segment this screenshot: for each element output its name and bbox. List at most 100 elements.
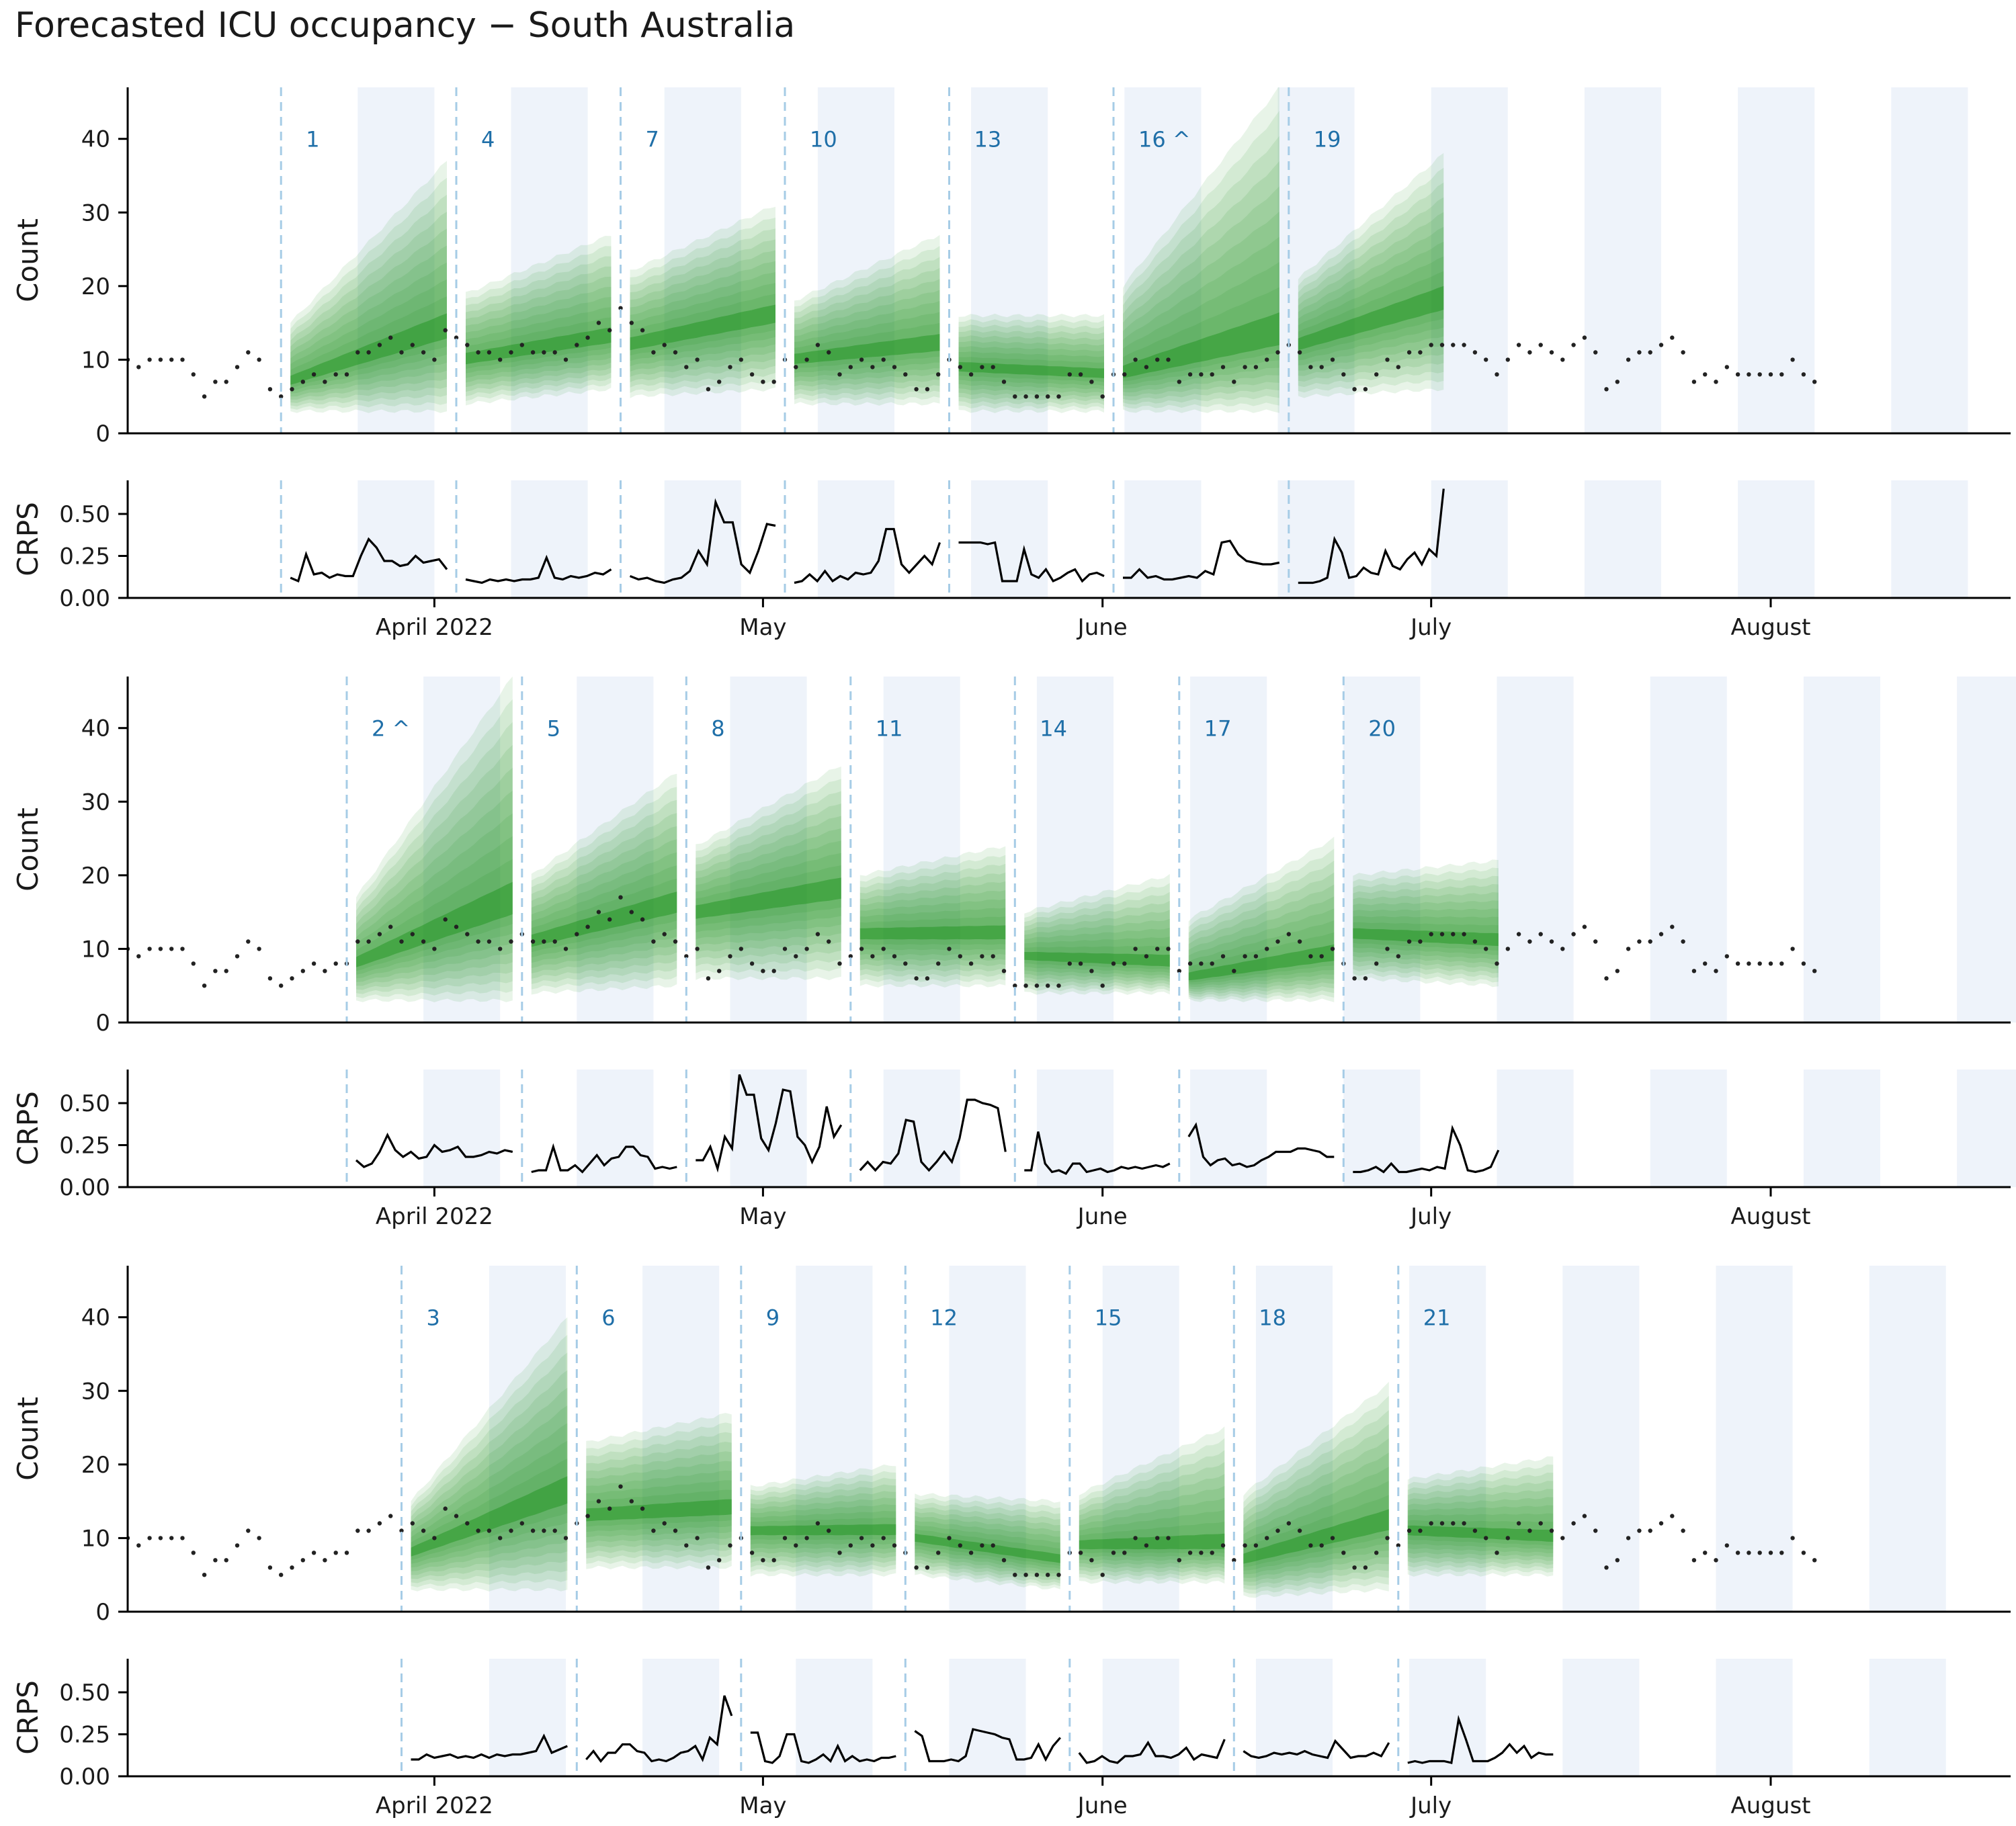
observed-point bbox=[771, 1558, 776, 1563]
observed-point bbox=[180, 357, 185, 362]
crps-line bbox=[750, 1731, 896, 1764]
week-shade bbox=[1277, 480, 1355, 598]
crps-line bbox=[629, 498, 776, 584]
observed-point bbox=[1133, 947, 1138, 951]
forecast-band bbox=[750, 1497, 896, 1554]
forecast-band bbox=[1298, 226, 1444, 371]
observed-point bbox=[1714, 380, 1718, 384]
forecast-band bbox=[531, 865, 677, 958]
forecast-band bbox=[466, 307, 612, 374]
observed-point bbox=[1232, 380, 1236, 384]
observed-point bbox=[1505, 357, 1510, 362]
observed-point bbox=[1275, 350, 1280, 355]
forecast-band bbox=[586, 1422, 732, 1564]
observed-point bbox=[1352, 1565, 1357, 1570]
forecast-band bbox=[290, 245, 447, 397]
forecast-band bbox=[411, 1387, 568, 1575]
observed-point bbox=[585, 335, 590, 340]
observed-point bbox=[815, 932, 821, 937]
observed-point bbox=[476, 939, 480, 944]
observed-point bbox=[377, 932, 382, 937]
crps-line bbox=[914, 1728, 1062, 1763]
observed-point bbox=[1691, 380, 1697, 384]
observed-point bbox=[1429, 1521, 1433, 1526]
forecast-band bbox=[411, 1459, 568, 1561]
forecast-band bbox=[411, 1440, 568, 1564]
observed-point bbox=[1396, 365, 1400, 369]
observed-point bbox=[1670, 335, 1675, 340]
forecast-band bbox=[466, 297, 612, 378]
observed-point bbox=[1670, 924, 1675, 929]
crps-line bbox=[531, 1143, 677, 1174]
observed-point bbox=[629, 1499, 634, 1504]
forecast-band bbox=[290, 177, 447, 410]
forecast-band bbox=[1024, 918, 1170, 980]
observed-point bbox=[673, 350, 678, 355]
observed-point bbox=[1155, 1536, 1160, 1540]
observed-point bbox=[355, 939, 360, 944]
observed-point bbox=[848, 954, 853, 959]
forecast-band bbox=[915, 1502, 1060, 1583]
observed-point bbox=[147, 357, 152, 362]
observed-point bbox=[695, 357, 700, 362]
observed-point bbox=[246, 939, 251, 944]
observed-point bbox=[684, 954, 689, 959]
observed-point bbox=[925, 1565, 930, 1570]
observed-point bbox=[1341, 1551, 1346, 1555]
observed-point bbox=[1100, 1573, 1105, 1577]
forecast-band bbox=[356, 699, 513, 998]
observed-point bbox=[1352, 976, 1357, 981]
observed-point bbox=[1034, 1573, 1040, 1577]
observed-point bbox=[465, 343, 470, 347]
forecast-band bbox=[290, 228, 447, 400]
observed-point bbox=[684, 1543, 689, 1548]
forecast-band bbox=[290, 212, 447, 403]
observed-point bbox=[1013, 394, 1017, 399]
chart-title: Forecasted ICU occupancy − South Austral… bbox=[15, 5, 796, 46]
observed-point bbox=[1406, 1528, 1412, 1533]
observed-point bbox=[1133, 1536, 1138, 1540]
observed-point bbox=[158, 947, 163, 951]
forecast-band bbox=[630, 283, 775, 361]
observed-point bbox=[827, 1528, 831, 1533]
forecast-band bbox=[794, 267, 940, 392]
observed-point bbox=[465, 932, 470, 937]
forecast-band bbox=[1298, 286, 1444, 351]
observed-point bbox=[739, 947, 744, 951]
forecast-label: 13 bbox=[974, 127, 1002, 153]
forecast-band bbox=[750, 1484, 896, 1563]
observed-point bbox=[191, 961, 196, 966]
observed-point bbox=[1210, 1551, 1214, 1555]
forecast-band bbox=[586, 1442, 732, 1553]
observed-point bbox=[1768, 1551, 1773, 1555]
week-shade bbox=[664, 480, 741, 598]
observed-point bbox=[1187, 372, 1193, 377]
observed-point bbox=[1516, 932, 1521, 937]
week-shade bbox=[730, 1070, 807, 1187]
observed-point bbox=[300, 380, 305, 384]
week-shade bbox=[1562, 1266, 1640, 1612]
observed-point bbox=[607, 1506, 612, 1511]
forecast-band bbox=[750, 1517, 896, 1540]
forecast-band bbox=[696, 840, 841, 940]
observed-point bbox=[706, 976, 711, 981]
crps-y-tick-label: 0.00 bbox=[59, 1174, 110, 1201]
forecast-band bbox=[1353, 859, 1499, 988]
week-shade bbox=[1431, 480, 1508, 598]
count-y-tick-label: 0 bbox=[95, 421, 110, 447]
forecast-band bbox=[750, 1510, 896, 1545]
forecast-band bbox=[1353, 908, 1499, 960]
crps-y-tick-label: 0.50 bbox=[59, 1680, 110, 1706]
forecast-band bbox=[630, 239, 775, 382]
observed-point bbox=[509, 939, 513, 944]
observed-point bbox=[815, 343, 821, 347]
forecast-band bbox=[915, 1533, 1060, 1563]
observed-point bbox=[1735, 372, 1740, 377]
observed-point bbox=[914, 976, 919, 981]
forecast-label: 11 bbox=[876, 716, 903, 742]
forecast-band bbox=[794, 257, 940, 396]
observed-point bbox=[1648, 350, 1652, 355]
observed-point bbox=[1451, 343, 1456, 347]
observed-point bbox=[870, 954, 875, 959]
crps-line bbox=[290, 537, 448, 583]
